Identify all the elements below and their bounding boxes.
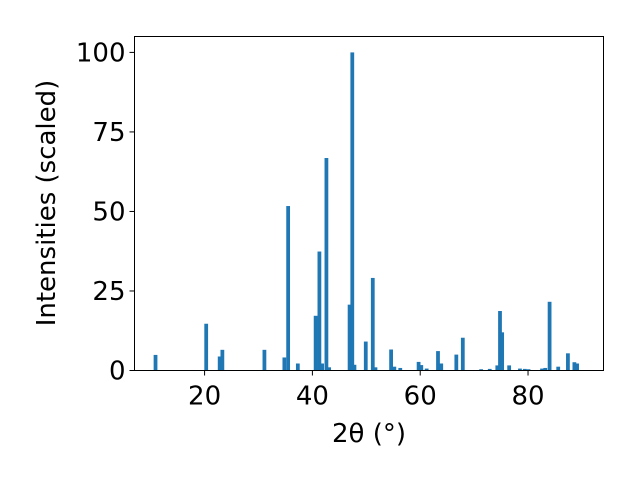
bar — [416, 361, 421, 371]
y-axis-label: Intensities (scaled) — [32, 80, 62, 327]
bar — [398, 367, 403, 371]
x-axis: 20 40 60 80 — [188, 370, 545, 412]
x-tick-label: 20 — [188, 382, 221, 412]
bar — [543, 367, 548, 371]
y-tick-label: 75 — [92, 118, 125, 148]
bar — [495, 365, 500, 371]
bar — [566, 353, 570, 371]
x-axis-label: 2θ (°) — [332, 419, 406, 449]
bar — [575, 363, 579, 371]
bar — [153, 354, 158, 371]
bar — [370, 277, 375, 371]
bar — [479, 369, 484, 371]
y-tick-label: 100 — [76, 38, 126, 68]
bar — [507, 365, 512, 371]
plot-frame — [134, 36, 604, 371]
bar — [419, 365, 424, 371]
bar — [487, 368, 492, 371]
bar — [436, 351, 440, 371]
bar — [282, 357, 287, 371]
bar — [392, 366, 397, 371]
bar — [526, 369, 531, 371]
bar — [347, 304, 352, 371]
bar — [498, 311, 502, 371]
bars — [153, 52, 579, 371]
bar — [350, 52, 355, 371]
bar — [363, 341, 368, 371]
bar — [286, 206, 291, 371]
bar — [295, 363, 300, 371]
bar — [204, 323, 209, 371]
bar — [262, 349, 267, 371]
bar — [556, 366, 561, 371]
bar — [439, 363, 444, 371]
y-tick-label: 50 — [92, 197, 125, 227]
bar — [313, 315, 318, 371]
bar — [373, 367, 378, 371]
bar — [324, 158, 329, 371]
x-tick-label: 80 — [511, 382, 544, 412]
bar — [547, 301, 552, 371]
bar — [518, 368, 522, 371]
x-tick-label: 60 — [404, 382, 437, 412]
y-tick-label: 0 — [109, 357, 126, 387]
bar — [572, 362, 577, 371]
bar — [454, 354, 459, 371]
bar — [500, 332, 505, 371]
bar — [540, 368, 544, 371]
bar — [460, 337, 465, 371]
bar — [389, 349, 393, 371]
bar — [317, 251, 322, 371]
y-tick-label: 25 — [92, 277, 125, 307]
bar — [424, 368, 429, 371]
bar — [220, 349, 225, 371]
bar — [320, 363, 324, 371]
bar — [352, 364, 357, 371]
y-axis: 0 25 50 75 100 — [76, 38, 135, 387]
bar — [522, 368, 527, 371]
bar — [327, 367, 331, 371]
x-tick-label: 40 — [296, 382, 329, 412]
bar — [217, 356, 222, 371]
